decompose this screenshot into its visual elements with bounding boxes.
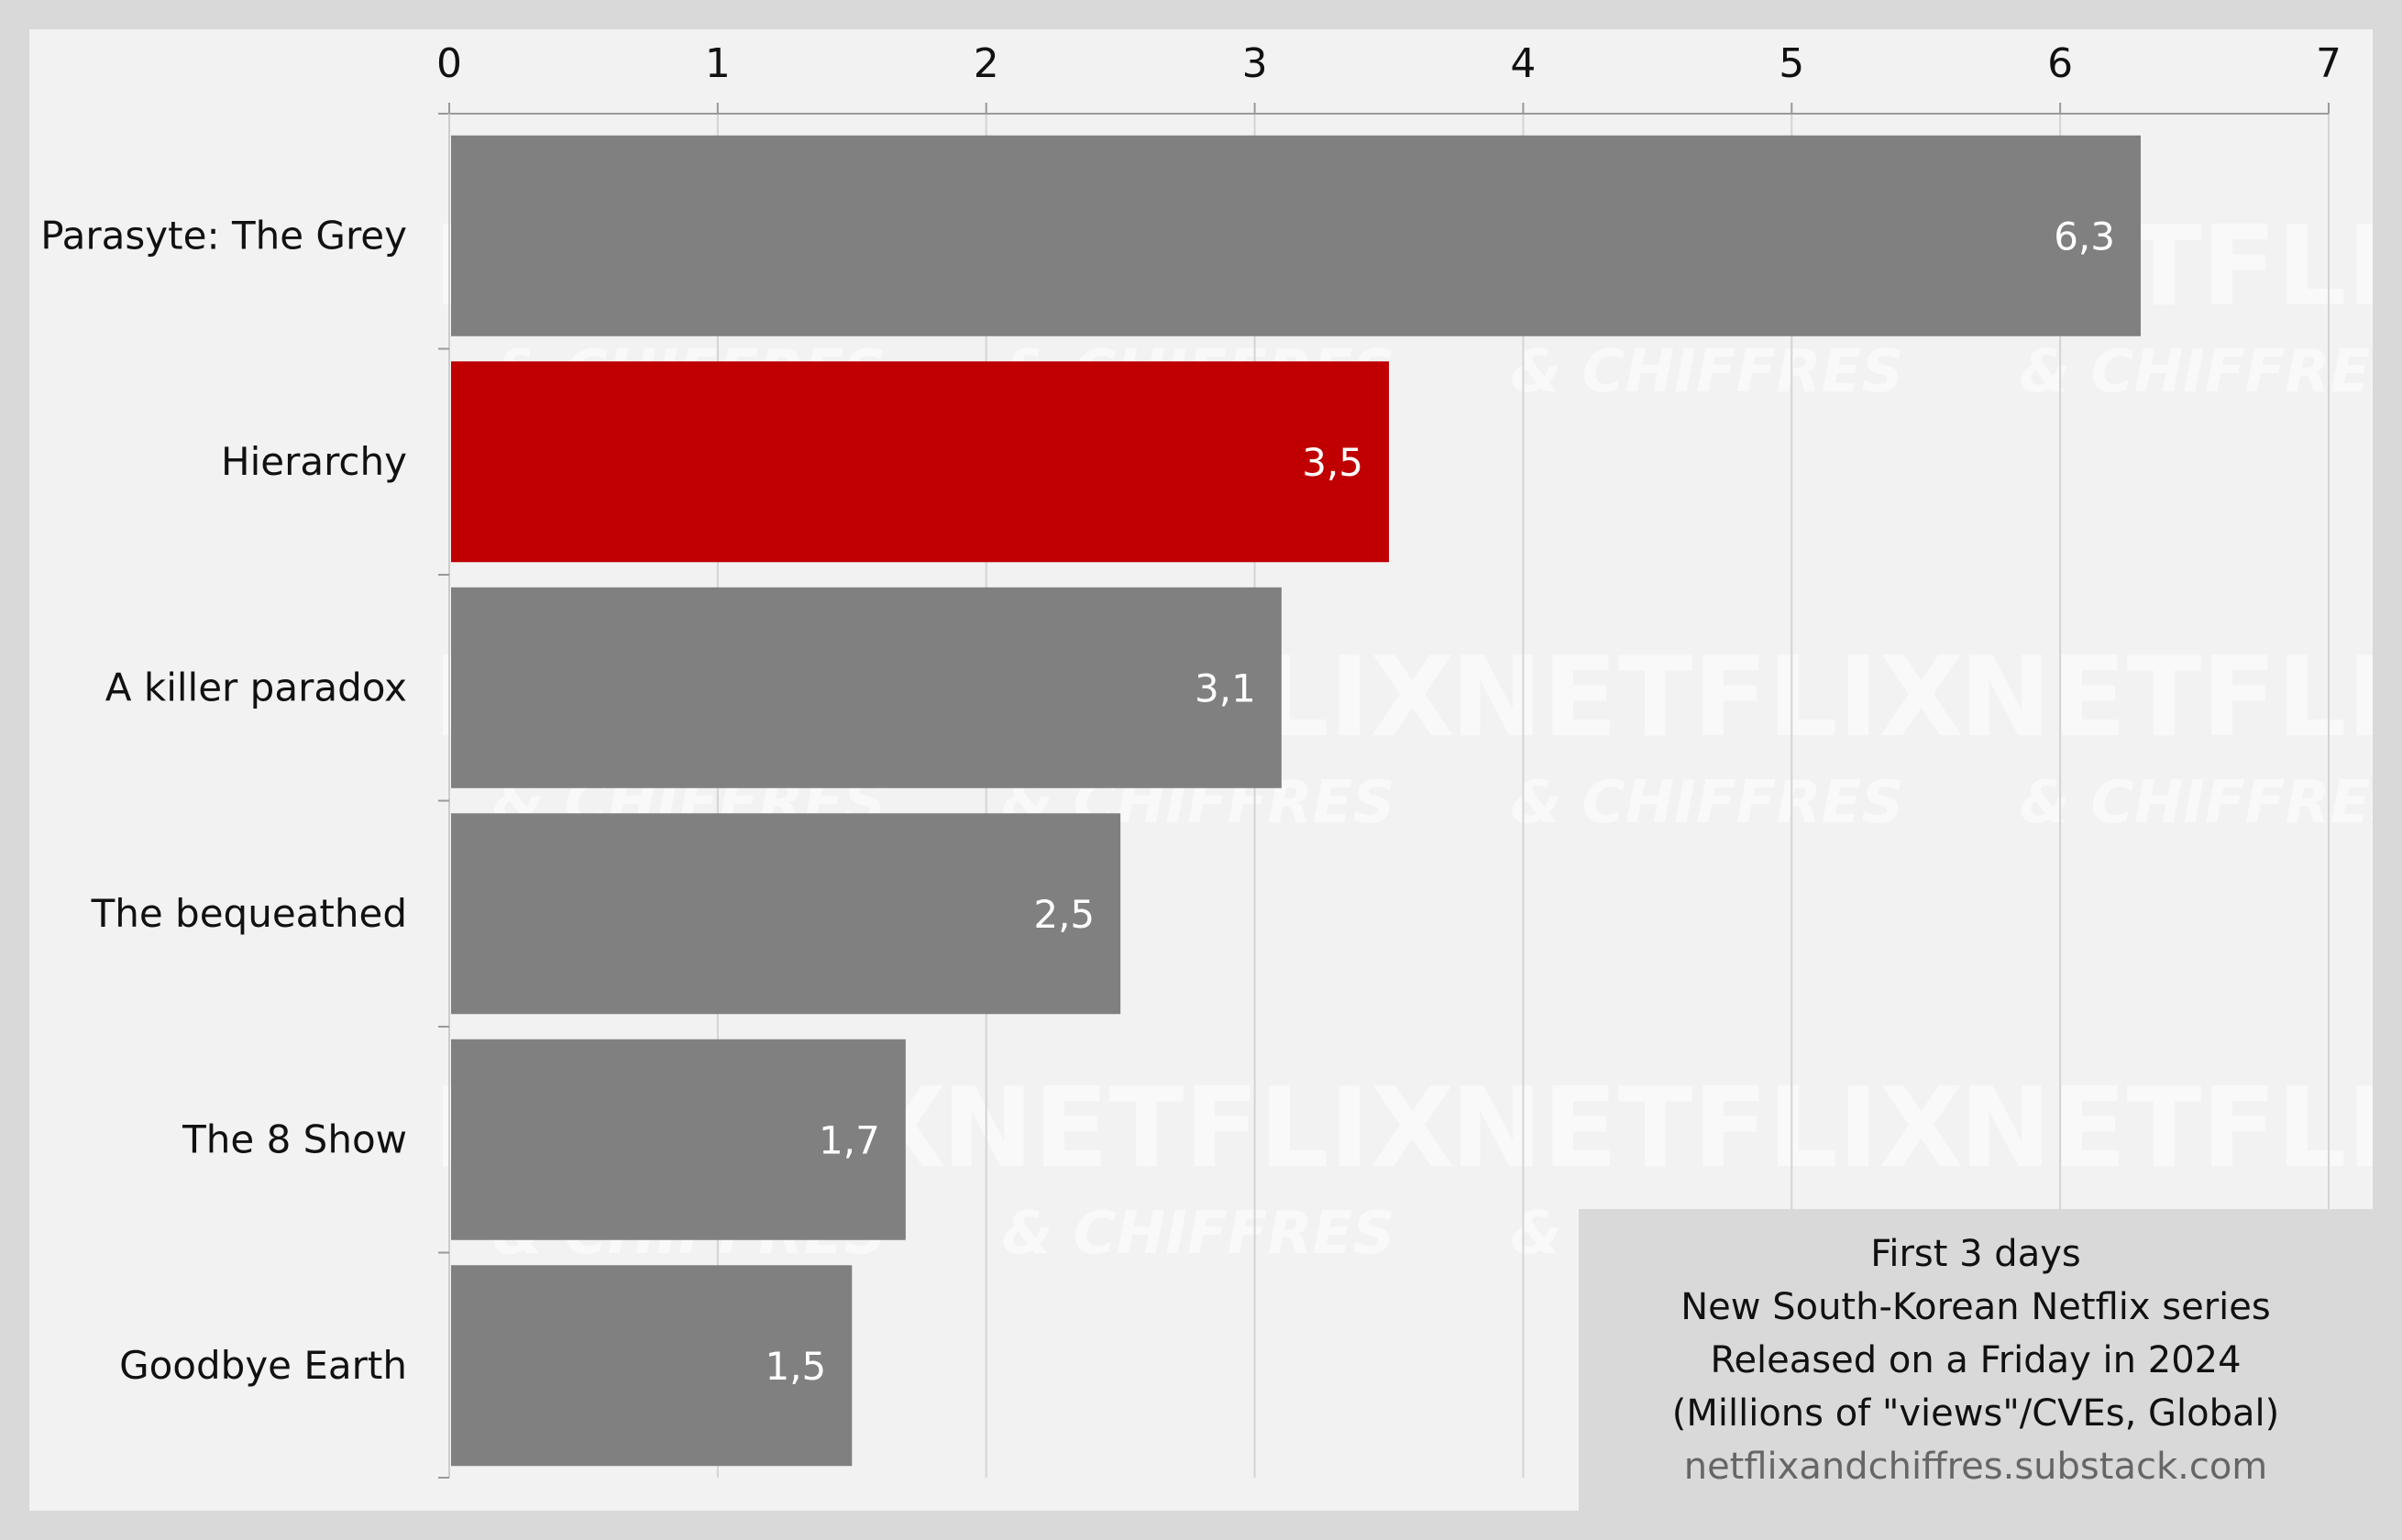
- caption-box: First 3 days New South-Korean Netflix se…: [1579, 1209, 2373, 1511]
- x-tick-label: 4: [1510, 40, 1536, 87]
- x-tick-label: 6: [2047, 40, 2073, 87]
- x-tick-label: 5: [1779, 40, 1804, 87]
- x-tick-label: 0: [436, 40, 462, 87]
- value-label: 3,5: [1302, 440, 1363, 485]
- category-label: A killer paradox: [105, 665, 407, 710]
- watermark-netflix: NETFLIX: [1450, 1065, 1964, 1193]
- value-label: 3,1: [1195, 666, 1256, 710]
- caption-source: netflixandchiffres.substack.com: [1683, 1445, 2268, 1488]
- watermark-chiffres: & CHIFFRES: [1511, 769, 1904, 837]
- bar: [451, 1265, 853, 1467]
- value-label: 1,7: [819, 1117, 880, 1162]
- watermark-chiffres: & CHIFFRES: [1002, 1200, 1395, 1268]
- watermark-netflix: NETFLIX: [1450, 634, 1964, 762]
- category-label: Parasyte: The Grey: [40, 213, 407, 258]
- chart-frame: NETFLIX & CHIFFRES NETFLIX & CHIFFRES NETFLI…: [29, 29, 2373, 1511]
- watermark-netflix: NETFLIX: [1959, 1065, 2373, 1193]
- watermark-netflix: NETFLIX: [1959, 634, 2373, 762]
- bar: [451, 135, 2141, 336]
- bar: [451, 587, 1282, 788]
- category-label: Hierarchy: [221, 439, 407, 484]
- bar-chart: NETFLIX & CHIFFRES NETFLIX & CHIFFRES NETFLI…: [40, 40, 2373, 1479]
- caption-line-2: New South-Korean Netflix series: [1680, 1285, 2271, 1328]
- bar: [451, 813, 1121, 1015]
- category-labels: Parasyte: The Grey Hierarchy A killer para…: [40, 213, 407, 1388]
- x-tick-label: 3: [1242, 40, 1268, 87]
- caption-line-1: First 3 days: [1870, 1232, 2081, 1275]
- x-tick-label: 1: [705, 40, 731, 87]
- caption-line-4: (Millions of "views"/CVEs, Global): [1671, 1392, 2280, 1435]
- x-tick-label: 2: [974, 40, 999, 87]
- caption-line-3: Released on a Friday in 2024: [1710, 1338, 2242, 1381]
- category-label: The 8 Show: [182, 1116, 407, 1161]
- value-label: 6,3: [2054, 214, 2115, 258]
- bar: [451, 361, 1389, 563]
- watermark-chiffres: & CHIFFRES: [2020, 338, 2373, 406]
- x-tick-label: 7: [2316, 40, 2341, 87]
- category-label: The bequeathed: [91, 891, 407, 936]
- category-label: Goodbye Earth: [119, 1343, 407, 1388]
- value-label: 2,5: [1033, 892, 1095, 937]
- watermark-chiffres: & CHIFFRES: [2020, 769, 2373, 837]
- watermark-chiffres: & CHIFFRES: [1511, 338, 1904, 406]
- bar: [451, 1039, 906, 1240]
- x-axis: 0 1 2 3 4 5 6 7: [436, 40, 2341, 1479]
- bars: 6,3 3,5 3,1 2,5 1,7 1,5: [451, 135, 2141, 1467]
- watermark-netflix: NETFLIX: [942, 1065, 1455, 1193]
- value-label: 1,5: [765, 1344, 826, 1389]
